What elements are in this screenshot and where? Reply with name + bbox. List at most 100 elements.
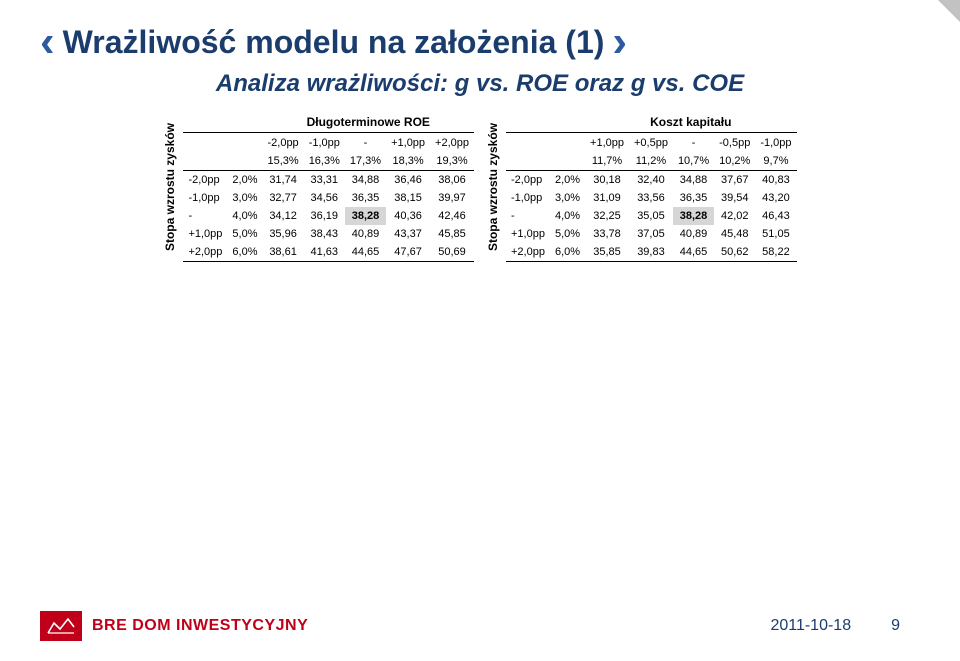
col-pct: 18,3% bbox=[386, 152, 430, 171]
y-axis-label-right: Stopa wzrostu zysków bbox=[486, 123, 500, 251]
table-right-wrap: Stopa wzrostu zysków Koszt kapitału+1,0p… bbox=[486, 112, 797, 263]
title-row: ‹ Wrażliwość modelu na założenia (1) › bbox=[40, 20, 920, 64]
row-delta: +1,0pp bbox=[506, 225, 550, 243]
row-delta: -1,0pp bbox=[506, 189, 550, 207]
cell: 44,65 bbox=[673, 243, 714, 262]
footer-page: 9 bbox=[891, 617, 900, 635]
cell: 38,28 bbox=[673, 207, 714, 225]
row-pct: 6,0% bbox=[550, 243, 585, 262]
col-pct: 19,3% bbox=[430, 152, 474, 171]
cell: 39,97 bbox=[430, 189, 474, 207]
row-delta: +1,0pp bbox=[183, 225, 227, 243]
tables-container: Stopa wzrostu zysków Długoterminowe ROE-… bbox=[40, 112, 920, 263]
row-delta: - bbox=[506, 207, 550, 225]
col-delta: -1,0pp bbox=[304, 134, 345, 152]
cell: 40,89 bbox=[345, 225, 386, 243]
table-title: Długoterminowe ROE bbox=[262, 112, 474, 133]
chevron-left-icon: ‹ bbox=[40, 20, 55, 64]
row-delta: -2,0pp bbox=[506, 171, 550, 189]
logo: BRE DOM INWESTYCYJNY bbox=[40, 611, 308, 641]
sensitivity-table-left: Długoterminowe ROE-2,0pp-1,0pp-+1,0pp+2,… bbox=[183, 112, 474, 263]
cell: 42,46 bbox=[430, 207, 474, 225]
table-row: -4,0%32,2535,0538,2842,0246,43 bbox=[506, 207, 797, 225]
sensitivity-table-right: Koszt kapitału+1,0pp+0,5pp--0,5pp-1,0pp1… bbox=[506, 112, 797, 263]
col-pct: 11,7% bbox=[585, 152, 629, 171]
cell: 33,31 bbox=[304, 171, 345, 189]
col-delta: +0,5pp bbox=[629, 134, 673, 152]
table-row: +1,0pp5,0%33,7837,0540,8945,4851,05 bbox=[506, 225, 797, 243]
row-pct: 4,0% bbox=[227, 207, 262, 225]
cell: 36,19 bbox=[304, 207, 345, 225]
cell: 36,46 bbox=[386, 171, 430, 189]
col-delta: +1,0pp bbox=[585, 134, 629, 152]
table-row: -4,0%34,1236,1938,2840,3642,46 bbox=[183, 207, 474, 225]
col-delta: +1,0pp bbox=[386, 134, 430, 152]
cell: 47,67 bbox=[386, 243, 430, 262]
table-row: -1,0pp3,0%32,7734,5636,3538,1539,97 bbox=[183, 189, 474, 207]
cell: 45,85 bbox=[430, 225, 474, 243]
chevron-right-icon: › bbox=[612, 20, 627, 64]
col-delta: -0,5pp bbox=[714, 134, 755, 152]
cell: 40,83 bbox=[755, 171, 796, 189]
cell: 37,67 bbox=[714, 171, 755, 189]
row-pct: 2,0% bbox=[550, 171, 585, 189]
cell: 30,18 bbox=[585, 171, 629, 189]
cell: 32,25 bbox=[585, 207, 629, 225]
cell: 38,06 bbox=[430, 171, 474, 189]
col-delta: -2,0pp bbox=[262, 134, 303, 152]
cell: 40,36 bbox=[386, 207, 430, 225]
cell: 35,85 bbox=[585, 243, 629, 262]
row-delta: -1,0pp bbox=[183, 189, 227, 207]
cell: 38,28 bbox=[345, 207, 386, 225]
col-pct: 10,2% bbox=[714, 152, 755, 171]
cell: 35,05 bbox=[629, 207, 673, 225]
table-row: -1,0pp3,0%31,0933,5636,3539,5443,20 bbox=[506, 189, 797, 207]
cell: 46,43 bbox=[755, 207, 796, 225]
cell: 43,37 bbox=[386, 225, 430, 243]
cell: 50,62 bbox=[714, 243, 755, 262]
cell: 31,09 bbox=[585, 189, 629, 207]
col-pct: 17,3% bbox=[345, 152, 386, 171]
col-pct: 16,3% bbox=[304, 152, 345, 171]
row-pct: 2,0% bbox=[227, 171, 262, 189]
cell: 31,74 bbox=[262, 171, 303, 189]
cell: 37,05 bbox=[629, 225, 673, 243]
cell: 32,40 bbox=[629, 171, 673, 189]
table-row: +2,0pp6,0%35,8539,8344,6550,6258,22 bbox=[506, 243, 797, 262]
page-curl bbox=[938, 0, 960, 22]
cell: 42,02 bbox=[714, 207, 755, 225]
y-axis-label-left: Stopa wzrostu zysków bbox=[163, 123, 177, 251]
table-row: +1,0pp5,0%35,9638,4340,8943,3745,85 bbox=[183, 225, 474, 243]
cell: 40,89 bbox=[673, 225, 714, 243]
subtitle: Analiza wrażliwości: g vs. ROE oraz g vs… bbox=[40, 70, 920, 98]
cell: 38,61 bbox=[262, 243, 303, 262]
logo-badge bbox=[40, 611, 82, 641]
row-pct: 3,0% bbox=[227, 189, 262, 207]
cell: 34,12 bbox=[262, 207, 303, 225]
col-delta: +2,0pp bbox=[430, 134, 474, 152]
cell: 41,63 bbox=[304, 243, 345, 262]
cell: 36,35 bbox=[673, 189, 714, 207]
cell: 58,22 bbox=[755, 243, 796, 262]
col-delta: - bbox=[673, 134, 714, 152]
cell: 34,56 bbox=[304, 189, 345, 207]
table-row: +2,0pp6,0%38,6141,6344,6547,6750,69 bbox=[183, 243, 474, 262]
cell: 44,65 bbox=[345, 243, 386, 262]
cell: 34,88 bbox=[673, 171, 714, 189]
footer-meta: 2011-10-18 9 bbox=[770, 617, 900, 635]
cell: 38,43 bbox=[304, 225, 345, 243]
cell: 45,48 bbox=[714, 225, 755, 243]
page-title: Wrażliwość modelu na założenia (1) bbox=[63, 24, 605, 61]
footer-date: 2011-10-18 bbox=[770, 617, 851, 635]
row-pct: 4,0% bbox=[550, 207, 585, 225]
row-delta: +2,0pp bbox=[183, 243, 227, 262]
row-pct: 6,0% bbox=[227, 243, 262, 262]
cell: 36,35 bbox=[345, 189, 386, 207]
row-delta: - bbox=[183, 207, 227, 225]
row-delta: +2,0pp bbox=[506, 243, 550, 262]
col-pct: 9,7% bbox=[755, 152, 796, 171]
cell: 50,69 bbox=[430, 243, 474, 262]
col-delta: - bbox=[345, 134, 386, 152]
cell: 35,96 bbox=[262, 225, 303, 243]
cell: 33,78 bbox=[585, 225, 629, 243]
